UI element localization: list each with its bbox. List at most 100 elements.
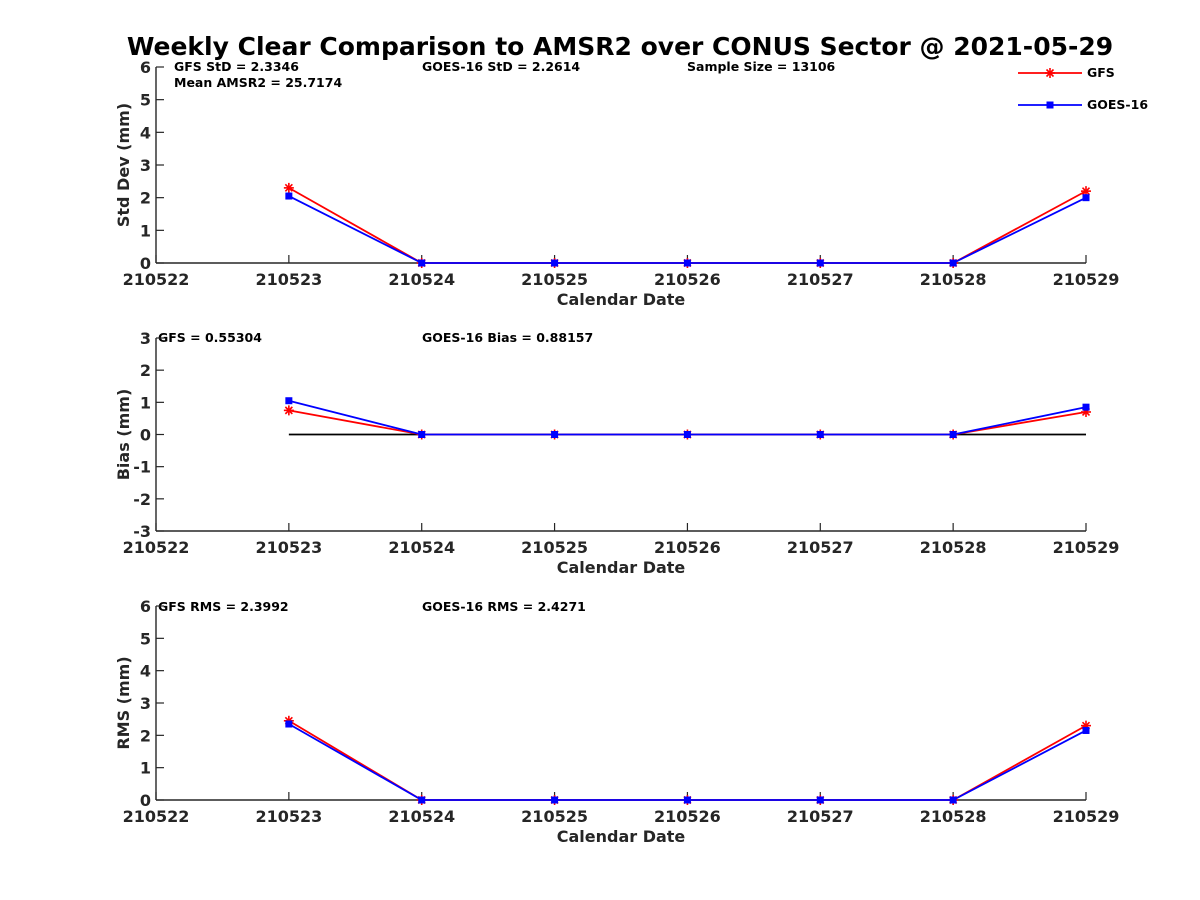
x-tick-label: 210526 (654, 538, 721, 557)
data-point-goes16 (551, 796, 559, 804)
x-tick-label: 210528 (920, 538, 987, 557)
data-point-goes16 (1082, 726, 1090, 734)
x-tick-label: 210523 (255, 270, 322, 289)
y-tick-label: 3 (140, 329, 151, 348)
y-axis-label: RMS (mm) (114, 656, 133, 749)
y-tick-label: 1 (140, 221, 151, 240)
y-tick-label: -1 (133, 458, 151, 477)
x-tick-label: 210528 (920, 807, 987, 826)
legend-entry-gfs: GFS (1018, 65, 1115, 80)
y-tick-label: 0 (140, 426, 151, 445)
series-line-gfs (288, 187, 1087, 264)
y-tick-label: 1 (140, 393, 151, 412)
y-tick-label: 6 (140, 58, 151, 77)
legend-marker-goes16 (1046, 101, 1054, 109)
data-point-goes16 (816, 431, 824, 438)
panel-rms: GFS RMS = 2.3992 GOES-16 RMS = 2.4271 Ca… (114, 597, 1119, 846)
legend-marker-symbol (1046, 101, 1054, 109)
x-axis-label: Calendar Date (557, 290, 686, 309)
y-tick-label: 4 (140, 123, 151, 142)
x-tick-label: 210523 (255, 538, 322, 557)
legend: GFS GOES-16 (1018, 65, 1148, 112)
legend-label-gfs: GFS (1087, 65, 1115, 80)
data-point-goes16 (949, 431, 957, 438)
y-tick-label: 3 (140, 156, 151, 175)
y-tick-label: 6 (140, 597, 151, 616)
data-point-goes16 (418, 796, 426, 804)
series-line-goes16 (288, 399, 1087, 436)
annotation-gfs-bias: GFS = 0.55304 (158, 330, 262, 345)
x-tick-label: 210523 (255, 807, 322, 826)
x-tick-label: 210527 (787, 538, 854, 557)
x-tick-label: 210529 (1053, 538, 1120, 557)
y-tick-label: 0 (140, 791, 151, 810)
data-point-goes16 (551, 431, 559, 438)
x-tick-label: 210524 (388, 270, 455, 289)
data-point-goes16 (418, 259, 426, 267)
x-tick-label: 210524 (388, 807, 455, 826)
x-tick-label: 210529 (1053, 807, 1120, 826)
x-tick-label: 210525 (521, 538, 588, 557)
data-point-goes16 (949, 259, 957, 267)
x-tick-label: 210527 (787, 807, 854, 826)
figure-title: Weekly Clear Comparison to AMSR2 over CO… (127, 32, 1113, 61)
annotation-mean-amsr2: Mean AMSR2 = 25.7174 (174, 75, 342, 90)
x-tick-label: 210527 (787, 270, 854, 289)
data-point-gfs (283, 405, 294, 416)
x-tick-label: 210525 (521, 270, 588, 289)
x-tick-label: 210522 (123, 807, 190, 826)
x-axis-label: Calendar Date (557, 827, 686, 846)
data-point-goes16 (683, 796, 691, 804)
x-axis-label: Calendar Date (557, 558, 686, 577)
y-tick-label: 4 (140, 662, 151, 681)
data-point-goes16 (285, 720, 293, 728)
data-point-goes16 (285, 192, 293, 200)
y-tick-label: -2 (133, 490, 151, 509)
panel-std-dev: GFS StD = 2.3346 Mean AMSR2 = 25.7174 GO… (114, 58, 1119, 309)
annotation-goes16-rms: GOES-16 RMS = 2.4271 (422, 599, 586, 614)
data-point-goes16 (949, 796, 957, 804)
legend-entry-goes16: GOES-16 (1018, 97, 1148, 112)
legend-marker-symbol (1045, 68, 1055, 78)
data-point-goes16 (683, 259, 691, 267)
x-tick-label: 210528 (920, 270, 987, 289)
y-tick-label: -3 (133, 522, 151, 541)
data-point-goes16 (418, 431, 426, 438)
legend-marker-gfs (1045, 68, 1055, 78)
y-axis-label: Bias (mm) (114, 389, 133, 481)
x-tick-label: 210524 (388, 538, 455, 557)
y-tick-label: 5 (140, 91, 151, 110)
annotation-goes16-std: GOES-16 StD = 2.2614 (422, 59, 580, 74)
y-tick-label: 1 (140, 759, 151, 778)
y-tick-label: 0 (140, 254, 151, 273)
series-line-gfs (288, 720, 1087, 801)
y-axis-label: Std Dev (mm) (114, 103, 133, 227)
data-point-goes16 (285, 397, 293, 405)
data-point-gfs (283, 182, 294, 193)
y-tick-label: 2 (140, 189, 151, 208)
x-tick-label: 210526 (654, 270, 721, 289)
x-tick-label: 210522 (123, 270, 190, 289)
data-point-goes16 (1082, 403, 1090, 411)
x-tick-label: 210522 (123, 538, 190, 557)
data-point-goes16 (683, 431, 691, 438)
panel-bias: GFS = 0.55304 GOES-16 Bias = 0.88157 Cal… (114, 329, 1119, 577)
legend-label-goes16: GOES-16 (1087, 97, 1148, 112)
series-line-goes16 (288, 723, 1087, 801)
data-point-goes16 (816, 796, 824, 804)
annotation-goes16-bias: GOES-16 Bias = 0.88157 (422, 330, 593, 345)
data-point-goes16 (1082, 194, 1090, 202)
x-tick-label: 210529 (1053, 270, 1120, 289)
series-line-goes16 (288, 195, 1087, 264)
y-tick-label: 5 (140, 629, 151, 648)
data-point-goes16 (551, 259, 559, 267)
annotation-gfs-std: GFS StD = 2.3346 (174, 59, 299, 74)
y-tick-label: 2 (140, 361, 151, 380)
y-tick-label: 2 (140, 726, 151, 745)
y-tick-label: 3 (140, 694, 151, 713)
x-tick-label: 210526 (654, 807, 721, 826)
annotation-gfs-rms: GFS RMS = 2.3992 (158, 599, 289, 614)
annotation-sample-size: Sample Size = 13106 (687, 59, 836, 74)
x-tick-label: 210525 (521, 807, 588, 826)
